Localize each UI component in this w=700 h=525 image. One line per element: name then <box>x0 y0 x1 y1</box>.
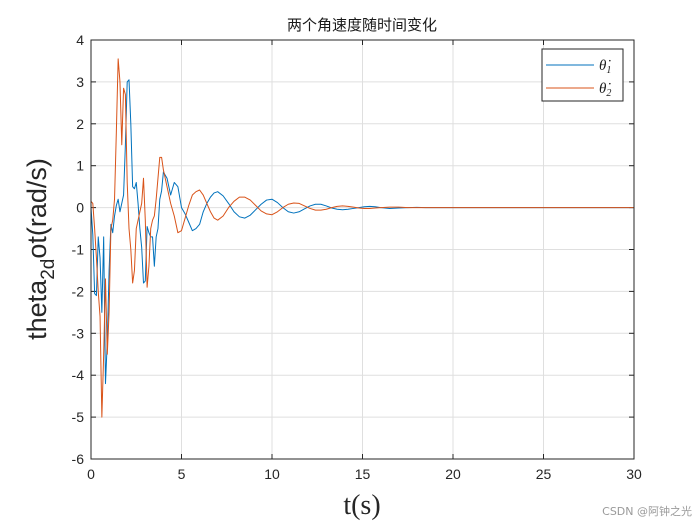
y-tick-label: 1 <box>76 158 84 174</box>
y-tick-label: -3 <box>72 325 85 341</box>
series-lines <box>90 58 634 418</box>
y-tick-label: 2 <box>76 116 84 132</box>
y-tick-label: 0 <box>76 200 84 216</box>
svg-text:theta2dot(rad/s): theta2dot(rad/s) <box>22 158 59 340</box>
plot-frame <box>90 39 635 460</box>
legend-box <box>541 48 624 102</box>
x-axis-ticks: 0 5 10 15 20 25 30 <box>87 40 642 482</box>
x-axis-label: t(s) <box>343 490 380 521</box>
x-tick-label: 20 <box>445 466 461 482</box>
x-tick-label: 5 <box>178 466 186 482</box>
x-tick-label: 25 <box>536 466 552 482</box>
x-tick-label: 15 <box>355 466 371 482</box>
legend: θ̇1 θ̇2 <box>541 48 624 102</box>
y-axis-label: theta2dot(rad/s) <box>22 158 59 340</box>
y-tick-label: -5 <box>72 409 85 425</box>
watermark-text: CSDN @阿钟之光 <box>602 505 692 518</box>
y-tick-label: -4 <box>72 367 85 383</box>
series-line-1 <box>90 79 634 385</box>
y-tick-label: 4 <box>76 32 84 48</box>
y-tick-label: -1 <box>72 242 85 258</box>
y-tick-label: -6 <box>72 451 85 467</box>
y-axis-label-subscript: 2d <box>38 259 59 280</box>
y-axis-label-main: theta <box>22 279 52 340</box>
y-tick-label: -2 <box>72 283 85 299</box>
y-tick-label: 3 <box>76 74 84 90</box>
series-line-2 <box>90 58 634 418</box>
y-axis-label-rest: ot(rad/s) <box>22 158 52 259</box>
grid <box>91 40 634 459</box>
x-tick-label: 30 <box>626 466 642 482</box>
x-tick-label: 10 <box>264 466 280 482</box>
x-tick-label: 0 <box>87 466 95 482</box>
chart-title: 两个角速度随时间变化 <box>287 16 437 34</box>
